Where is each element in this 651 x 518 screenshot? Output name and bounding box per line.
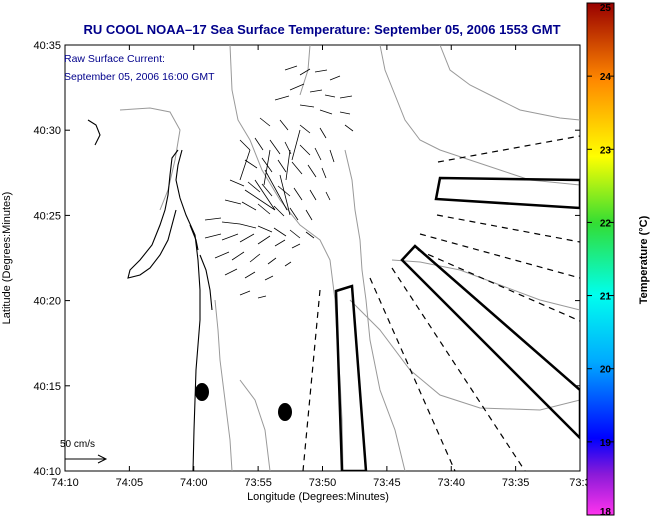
x-tick-label: 73:50 <box>309 477 337 489</box>
sampling-boxes <box>334 176 580 471</box>
x-tick-label: 73:40 <box>437 477 465 489</box>
colorbar <box>586 2 615 516</box>
y-tick-label: 40:20 <box>33 296 61 308</box>
x-tick-label: 73:3 <box>569 477 590 489</box>
x-tick-label: 73:35 <box>502 477 530 489</box>
scale-arrow <box>65 454 108 464</box>
colorbar-tick-label: 22 <box>600 218 612 229</box>
colorbar-tick-label: 24 <box>600 72 612 83</box>
x-axis: 74:10 74:05 74:00 73:55 73:50 73:45 73:40 73:35… <box>51 45 591 489</box>
x-tick-label: 74:00 <box>180 477 208 489</box>
buoy-marker <box>278 403 292 421</box>
x-tick-label: 73:45 <box>373 477 401 489</box>
y-tick-label: 40:25 <box>33 210 61 222</box>
x-tick-label: 74:05 <box>116 477 144 489</box>
plot-area <box>64 44 581 472</box>
colorbar-tick-label: 21 <box>600 292 612 303</box>
buoy-marker <box>195 383 209 401</box>
y-tick-label: 40:30 <box>33 125 61 137</box>
x-axis-label: Longitude (Degrees:Minutes) <box>247 491 389 503</box>
y-tick-label: 40:10 <box>33 466 61 478</box>
x-tick-label: 74:10 <box>51 477 79 489</box>
colorbar-ticks: 25 24 23 22 21 20 19 18 <box>587 2 614 518</box>
annotation-line-1: Raw Surface Current: <box>64 53 165 65</box>
y-tick-label: 40:35 <box>33 40 61 52</box>
annotation-line-2: September 05, 2006 16:00 GMT <box>64 71 215 83</box>
colorbar-tick-label: 20 <box>600 365 612 376</box>
colorbar-label: Temperature (°C) <box>638 215 650 304</box>
y-axis: 40:35 40:30 40:25 40:20 40:15 40:10 <box>33 40 580 478</box>
colorbar-tick-label: 19 <box>600 438 612 449</box>
current-vectors <box>204 65 354 299</box>
coastline <box>87 119 213 471</box>
colorbar-tick-label: 18 <box>600 507 612 518</box>
radar-lines <box>302 135 580 471</box>
chart-title: RU COOL NOAA–17 Sea Surface Temperature:… <box>83 22 560 37</box>
x-tick-label: 73:55 <box>244 477 272 489</box>
colorbar-tick-label: 23 <box>600 145 612 156</box>
y-axis-label: Latitude (Degrees:Minutes) <box>1 192 13 325</box>
y-tick-label: 40:15 <box>33 381 61 393</box>
scale-label: 50 cm/s <box>60 439 95 450</box>
colorbar-tick-label: 25 <box>600 3 612 14</box>
